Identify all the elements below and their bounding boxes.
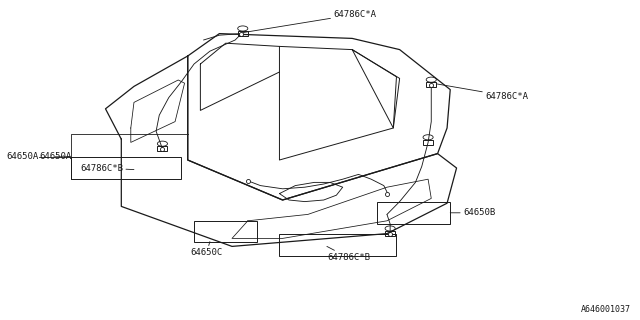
Bar: [385, 231, 396, 236]
Text: 64786C*A: 64786C*A: [436, 84, 528, 100]
Bar: [194, 221, 257, 242]
Text: 64650A: 64650A: [39, 152, 71, 161]
Bar: [426, 82, 436, 87]
Bar: [378, 202, 450, 224]
Bar: [423, 140, 433, 145]
Text: 64650A: 64650A: [7, 152, 39, 161]
Text: 64786C*B: 64786C*B: [80, 164, 134, 172]
Bar: [237, 31, 248, 36]
Text: 64786C*B: 64786C*B: [327, 246, 370, 262]
Bar: [70, 157, 181, 179]
Text: 64650C: 64650C: [191, 242, 223, 257]
Bar: [157, 146, 168, 151]
Text: 64786C*A: 64786C*A: [243, 10, 376, 33]
Bar: [280, 234, 396, 256]
Text: A646001037: A646001037: [580, 305, 630, 314]
Text: 64650B: 64650B: [450, 208, 495, 217]
